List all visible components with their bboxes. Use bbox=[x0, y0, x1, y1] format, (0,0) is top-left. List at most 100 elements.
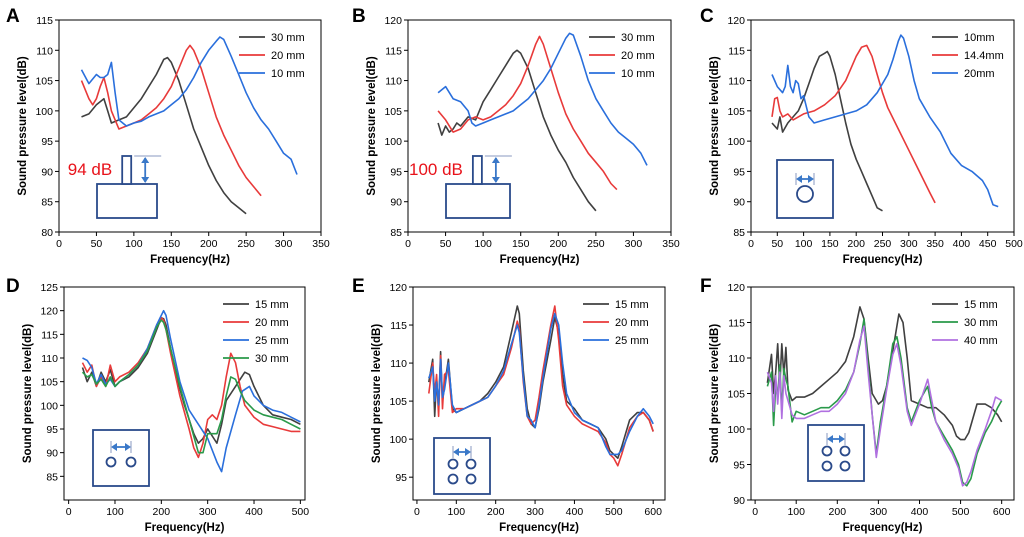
series-group bbox=[766, 306, 1003, 487]
y-tick-label: 110 bbox=[36, 45, 53, 57]
plot-frame bbox=[412, 286, 666, 501]
x-tick-label: 300 bbox=[625, 238, 643, 250]
x-tick-label: 0 bbox=[56, 238, 62, 250]
x-tick-label: 100 bbox=[474, 238, 492, 250]
schematic-four-holes bbox=[807, 424, 865, 482]
x-axis-title: Frequency(Hz) bbox=[843, 254, 923, 266]
legend-label: 30 mm bbox=[271, 32, 305, 44]
y-tick-label: 100 bbox=[727, 424, 745, 436]
legend-label: 30 mm bbox=[255, 353, 289, 365]
legend-label: 20mm bbox=[964, 68, 995, 80]
x-axis-title: Frequency(Hz) bbox=[500, 254, 580, 266]
series-line-10mm bbox=[771, 50, 883, 212]
hole-outline bbox=[447, 473, 459, 485]
x-tick-label: 500 bbox=[292, 506, 310, 518]
series-group bbox=[81, 309, 301, 473]
y-tick-label: 110 bbox=[41, 353, 58, 365]
schematic-tube-on-box: 100 dB bbox=[409, 155, 512, 219]
schematic-two-holes bbox=[92, 429, 150, 487]
y-tick-label: 95 bbox=[46, 424, 58, 436]
y-axis-title: Sound pressure level(dB) bbox=[22, 324, 34, 463]
y-tick-label: 100 bbox=[389, 434, 407, 446]
y-tick-label: 90 bbox=[46, 448, 58, 460]
x-tick-label: 200 bbox=[829, 506, 847, 518]
arrow-head-down bbox=[141, 177, 150, 183]
y-tick-label: 105 bbox=[35, 76, 53, 88]
y-tick-label: 80 bbox=[41, 227, 53, 239]
legend-label: 30 mm bbox=[964, 317, 998, 329]
x-tick-label: 50 bbox=[91, 238, 103, 250]
y-tick-label: 95 bbox=[390, 166, 402, 178]
legend-label: 10 mm bbox=[271, 68, 305, 80]
series-line-30-mm bbox=[81, 56, 247, 215]
level-annotation: 100 dB bbox=[409, 160, 463, 179]
legend-label: 14.4mm bbox=[964, 50, 1004, 62]
level-annotation: 94 dB bbox=[68, 160, 112, 179]
x-tick-label: 400 bbox=[566, 506, 584, 518]
panel-label: C bbox=[700, 6, 714, 27]
panel-a: A 0 50 100 150 200 250 300 350 80 85 90 95 100 105 110 1… bbox=[6, 6, 330, 266]
plate-outline bbox=[433, 437, 491, 495]
y-tick-label: 100 bbox=[35, 106, 53, 118]
x-tick-label: 250 bbox=[587, 238, 605, 250]
plot-frame bbox=[63, 286, 306, 501]
legend-label: 10 mm bbox=[621, 68, 655, 80]
hole-outline bbox=[839, 460, 851, 472]
hole-outline bbox=[821, 460, 833, 472]
x-axis-title: Frequency(Hz) bbox=[145, 522, 225, 534]
arrow-head-right bbox=[808, 175, 814, 183]
series-line-30-mm bbox=[81, 319, 301, 454]
legend-label: 25 mm bbox=[615, 335, 649, 347]
series-line-20mm bbox=[771, 34, 999, 208]
legend-label: 40 mm bbox=[964, 335, 998, 347]
y-tick-label: 100 bbox=[40, 400, 58, 412]
y-tick-label: 85 bbox=[46, 471, 58, 483]
x-axis-title: Frequency(Hz) bbox=[499, 522, 579, 534]
y-tick-label: 90 bbox=[733, 197, 745, 209]
plot-frame bbox=[407, 19, 672, 233]
x-axis-title: Frequency(Hz) bbox=[150, 254, 230, 266]
x-tick-label: 100 bbox=[125, 238, 143, 250]
series-group bbox=[80, 36, 298, 215]
y-tick-label: 85 bbox=[41, 197, 53, 209]
x-tick-label: 300 bbox=[900, 238, 918, 250]
series-line-20-mm bbox=[80, 44, 262, 197]
x-tick-label: 100 bbox=[106, 506, 124, 518]
hole-outline bbox=[105, 456, 117, 468]
series-line-20-mm bbox=[437, 35, 618, 191]
hole-outline bbox=[796, 185, 814, 203]
y-tick-label: 115 bbox=[385, 45, 402, 57]
y-tick-label: 85 bbox=[733, 227, 745, 239]
x-tick-label: 200 bbox=[847, 238, 865, 250]
legend-label: 20 mm bbox=[621, 50, 655, 62]
x-tick-label: 500 bbox=[952, 506, 970, 518]
series-line-20-mm bbox=[428, 305, 654, 467]
y-tick-label: 90 bbox=[390, 197, 402, 209]
x-tick-label: 600 bbox=[644, 506, 662, 518]
x-tick-label: 300 bbox=[870, 506, 888, 518]
x-tick-label: 600 bbox=[993, 506, 1011, 518]
x-tick-label: 300 bbox=[526, 506, 544, 518]
y-axis-title: Sound pressure level(dB) bbox=[17, 56, 29, 195]
series-group bbox=[437, 32, 648, 212]
x-tick-label: 50 bbox=[440, 238, 452, 250]
y-tick-label: 105 bbox=[389, 396, 407, 408]
x-tick-label: 100 bbox=[787, 506, 805, 518]
x-tick-label: 150 bbox=[163, 238, 181, 250]
y-tick-label: 115 bbox=[41, 329, 58, 341]
y-tick-label: 105 bbox=[727, 106, 745, 118]
x-tick-label: 50 bbox=[771, 238, 783, 250]
y-tick-label: 90 bbox=[733, 495, 745, 507]
tube-outline bbox=[121, 155, 133, 185]
arrow-head-left bbox=[827, 435, 833, 443]
series-line-40-mm bbox=[766, 325, 1003, 487]
hole-outline bbox=[821, 445, 833, 457]
series-line-10-mm bbox=[437, 32, 648, 166]
y-tick-label: 110 bbox=[385, 76, 402, 88]
x-tick-label: 0 bbox=[414, 506, 420, 518]
panel-f: F 0 100 200 300 400 500 600 90 95 100 105 110 115 120 F… bbox=[700, 276, 1015, 534]
y-axis-title: Sound pressure level(dB) bbox=[709, 56, 721, 195]
y-tick-label: 115 bbox=[728, 318, 745, 330]
panel-b: B 0 50 100 150 200 250 300 350 85 90 95 100 105 110 115… bbox=[352, 6, 680, 266]
